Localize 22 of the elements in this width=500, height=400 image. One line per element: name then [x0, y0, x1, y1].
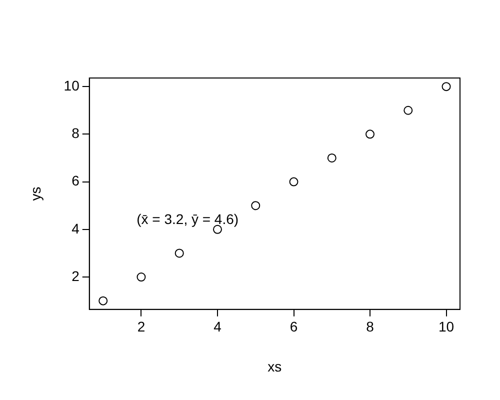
point	[289, 177, 298, 186]
y-tick-label: 6	[72, 172, 80, 189]
point	[251, 201, 260, 210]
x-tick-label: 4	[214, 318, 222, 335]
point	[366, 130, 375, 139]
annotation: (x̄ = 3.2, ȳ = 4.6)	[136, 211, 239, 228]
point	[327, 153, 336, 162]
point	[98, 296, 108, 306]
x-tick-label: 8	[366, 318, 374, 335]
x-tick-label: 6	[290, 318, 298, 335]
point	[136, 272, 146, 282]
point	[442, 82, 451, 92]
point	[404, 106, 413, 115]
y-tick-label: 8	[72, 125, 80, 142]
x-axis-title: xs	[268, 358, 282, 374]
x-tick-label: 2	[137, 318, 146, 335]
y-axis-title: ys	[27, 186, 44, 201]
point	[174, 248, 184, 258]
y-tick-label: 2	[72, 268, 80, 284]
y-tick-label: 10	[64, 77, 80, 94]
y-tick-label: 4	[72, 220, 80, 236]
x-tick-label: 10	[438, 318, 454, 335]
